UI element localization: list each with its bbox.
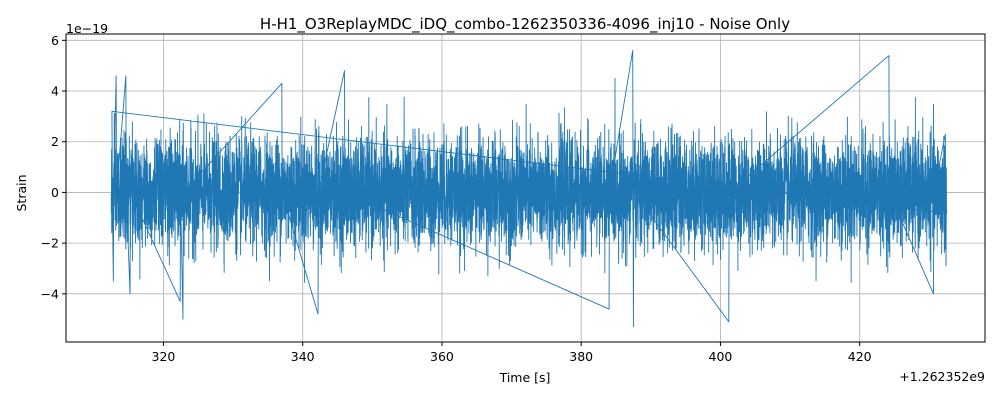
y-tick-label: 4 (51, 84, 59, 99)
series-line (110, 50, 948, 328)
y-tick-label: −4 (41, 286, 59, 301)
x-tick-label: 340 (291, 349, 315, 364)
chart-title: H-H1_O3ReplayMDC_iDQ_combo-1262350336-40… (260, 15, 790, 34)
data-series (110, 50, 948, 328)
y-axis-ticks: −4 −2 0 2 4 6 (41, 33, 66, 301)
plot-area-frame (65, 33, 986, 343)
x-axis-label: Time [s] (499, 370, 551, 385)
x-tick-label: 360 (430, 349, 454, 364)
y-tick-label: 0 (51, 185, 59, 200)
y-tick-label: 6 (51, 33, 59, 48)
x-tick-label: 380 (569, 349, 593, 364)
x-axis-ticks: 320 340 360 380 400 420 (152, 342, 872, 364)
y-axis-scale-factor: 1e−19 (66, 21, 108, 36)
x-axis-offset: +1.262352e9 (899, 369, 985, 384)
x-tick-label: 400 (709, 349, 733, 364)
y-tick-label: −2 (41, 236, 59, 251)
x-tick-label: 320 (152, 349, 176, 364)
x-tick-label: 420 (848, 349, 872, 364)
y-tick-label: 2 (51, 134, 59, 149)
y-axis-label: Strain (14, 174, 29, 211)
